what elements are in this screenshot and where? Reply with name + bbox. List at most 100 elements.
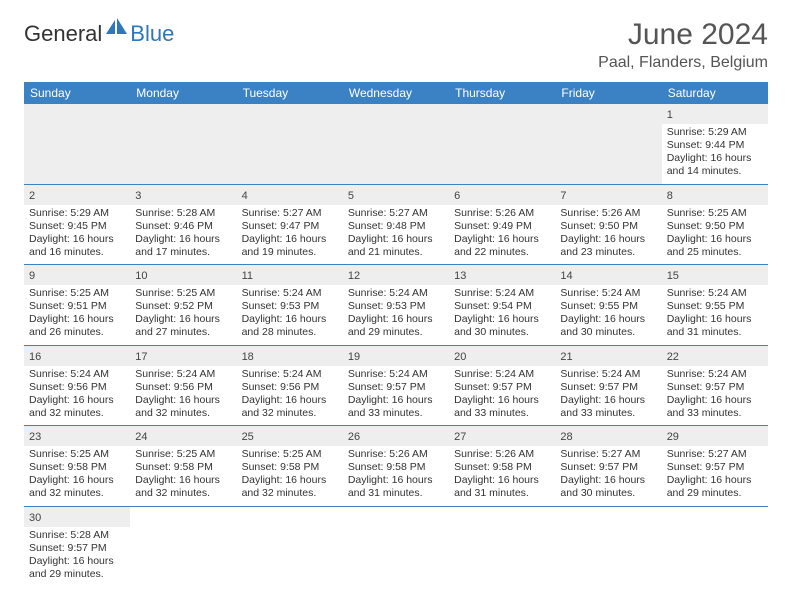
daylight-line2: and 22 minutes. [454,246,550,259]
daynum-row: 15 [662,265,768,285]
calendar-cell: 19Sunrise: 5:24 AMSunset: 9:57 PMDayligh… [343,345,449,426]
day-number: 23 [29,431,41,443]
daynum-row: 21 [555,346,661,366]
sunset-line: Sunset: 9:57 PM [348,381,444,394]
calendar-cell: 23Sunrise: 5:25 AMSunset: 9:58 PMDayligh… [24,426,130,507]
daylight-line: Daylight: 16 hours [29,555,125,568]
daylight-line: Daylight: 16 hours [667,394,763,407]
daynum-row: 7 [555,185,661,205]
calendar-cell: 9Sunrise: 5:25 AMSunset: 9:51 PMDaylight… [24,265,130,346]
day-number: 25 [242,431,254,443]
calendar-cell: 10Sunrise: 5:25 AMSunset: 9:52 PMDayligh… [130,265,236,346]
day-number: 20 [454,351,466,363]
daylight-line2: and 33 minutes. [560,407,656,420]
sunset-line: Sunset: 9:56 PM [29,381,125,394]
day-number: 1 [667,109,673,121]
sunset-line: Sunset: 9:57 PM [560,461,656,474]
calendar-cell [237,506,343,586]
calendar-cell: 5Sunrise: 5:27 AMSunset: 9:48 PMDaylight… [343,184,449,265]
day-number: 5 [348,190,354,202]
calendar-cell: 30Sunrise: 5:28 AMSunset: 9:57 PMDayligh… [24,506,130,586]
daynum-row: 26 [343,426,449,446]
daynum-row: 13 [449,265,555,285]
sunset-line: Sunset: 9:47 PM [242,220,338,233]
dayname-header: Thursday [449,82,555,104]
sunrise-line: Sunrise: 5:24 AM [667,287,763,300]
daynum-row: 11 [237,265,343,285]
sunrise-line: Sunrise: 5:25 AM [29,448,125,461]
daynum-row: 24 [130,426,236,446]
day-number: 22 [667,351,679,363]
sunrise-line: Sunrise: 5:28 AM [29,529,125,542]
day-number: 18 [242,351,254,363]
dayname-header: Saturday [662,82,768,104]
daylight-line: Daylight: 16 hours [29,313,125,326]
daylight-line2: and 32 minutes. [242,407,338,420]
daynum-row: 2 [24,185,130,205]
sunrise-line: Sunrise: 5:24 AM [242,368,338,381]
daylight-line: Daylight: 16 hours [242,474,338,487]
sunrise-line: Sunrise: 5:27 AM [667,448,763,461]
daylight-line2: and 17 minutes. [135,246,231,259]
daylight-line: Daylight: 16 hours [454,313,550,326]
daynum-row: 10 [130,265,236,285]
daylight-line2: and 31 minutes. [454,487,550,500]
sunset-line: Sunset: 9:49 PM [454,220,550,233]
daylight-line2: and 14 minutes. [667,165,763,178]
daylight-line2: and 28 minutes. [242,326,338,339]
calendar-cell: 4Sunrise: 5:27 AMSunset: 9:47 PMDaylight… [237,184,343,265]
daylight-line2: and 27 minutes. [135,326,231,339]
calendar-cell: 12Sunrise: 5:24 AMSunset: 9:53 PMDayligh… [343,265,449,346]
sunrise-line: Sunrise: 5:25 AM [135,448,231,461]
day-number: 19 [348,351,360,363]
dayname-header: Sunday [24,82,130,104]
daynum-row: 17 [130,346,236,366]
sunset-line: Sunset: 9:58 PM [29,461,125,474]
sunset-line: Sunset: 9:58 PM [348,461,444,474]
calendar-cell [130,506,236,586]
sunrise-line: Sunrise: 5:24 AM [560,287,656,300]
sunset-line: Sunset: 9:55 PM [667,300,763,313]
sunset-line: Sunset: 9:44 PM [667,139,763,152]
daylight-line: Daylight: 16 hours [348,313,444,326]
calendar-cell: 18Sunrise: 5:24 AMSunset: 9:56 PMDayligh… [237,345,343,426]
daynum-row: 1 [662,104,768,124]
calendar-cell: 28Sunrise: 5:27 AMSunset: 9:57 PMDayligh… [555,426,661,507]
sunset-line: Sunset: 9:46 PM [135,220,231,233]
sunrise-line: Sunrise: 5:27 AM [348,207,444,220]
sunrise-line: Sunrise: 5:24 AM [348,287,444,300]
daylight-line: Daylight: 16 hours [348,394,444,407]
daylight-line2: and 32 minutes. [29,407,125,420]
daylight-line: Daylight: 16 hours [454,233,550,246]
day-number: 17 [135,351,147,363]
sunset-line: Sunset: 9:52 PM [135,300,231,313]
daylight-line: Daylight: 16 hours [135,233,231,246]
daynum-row: 9 [24,265,130,285]
daynum-row: 18 [237,346,343,366]
day-number: 26 [348,431,360,443]
sunrise-line: Sunrise: 5:29 AM [667,126,763,139]
sunrise-line: Sunrise: 5:24 AM [454,368,550,381]
daylight-line2: and 31 minutes. [667,326,763,339]
calendar-cell: 3Sunrise: 5:28 AMSunset: 9:46 PMDaylight… [130,184,236,265]
title-block: June 2024 Paal, Flanders, Belgium [598,18,768,72]
calendar-cell [130,104,236,184]
sunrise-line: Sunrise: 5:24 AM [667,368,763,381]
dayname-header: Wednesday [343,82,449,104]
header: General Blue June 2024 Paal, Flanders, B… [24,18,768,72]
daylight-line: Daylight: 16 hours [560,474,656,487]
daynum-row: 19 [343,346,449,366]
daylight-line: Daylight: 16 hours [667,474,763,487]
sunrise-line: Sunrise: 5:24 AM [560,368,656,381]
daynum-row: 16 [24,346,130,366]
daynum-row: 29 [662,426,768,446]
daylight-line2: and 19 minutes. [242,246,338,259]
brand-logo: General Blue [24,18,174,49]
day-number: 13 [454,270,466,282]
calendar-cell: 29Sunrise: 5:27 AMSunset: 9:57 PMDayligh… [662,426,768,507]
daylight-line2: and 25 minutes. [667,246,763,259]
sunrise-line: Sunrise: 5:24 AM [29,368,125,381]
sunset-line: Sunset: 9:57 PM [560,381,656,394]
day-number: 27 [454,431,466,443]
calendar-cell: 15Sunrise: 5:24 AMSunset: 9:55 PMDayligh… [662,265,768,346]
